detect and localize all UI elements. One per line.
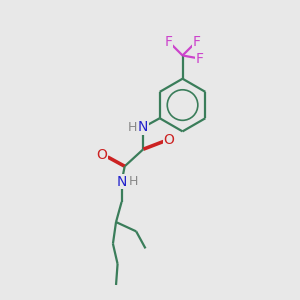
Text: F: F: [196, 52, 204, 66]
Text: O: O: [164, 133, 175, 147]
Text: F: F: [193, 34, 200, 49]
Text: H: H: [129, 175, 138, 188]
Text: N: N: [116, 175, 127, 189]
Text: N: N: [138, 120, 148, 134]
Text: O: O: [97, 148, 107, 162]
Text: H: H: [128, 121, 137, 134]
Text: F: F: [165, 34, 172, 49]
